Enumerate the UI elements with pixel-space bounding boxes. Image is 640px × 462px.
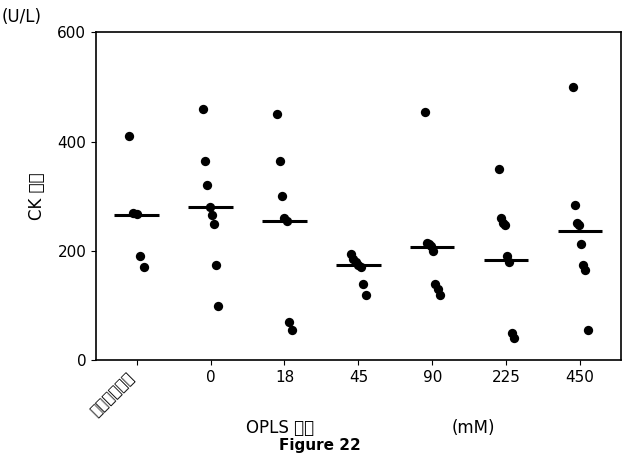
Point: [428, 247, 438, 255]
Point: [277, 193, 287, 200]
Point: [202, 182, 212, 189]
Point: [139, 264, 149, 271]
Point: [504, 258, 515, 266]
Point: [272, 110, 282, 118]
Y-axis label: CK 活性: CK 活性: [28, 172, 46, 220]
Point: [356, 264, 366, 271]
Point: [361, 291, 371, 298]
Point: [509, 335, 519, 342]
Point: [435, 291, 445, 298]
Point: [578, 261, 588, 268]
Point: [346, 250, 356, 257]
Point: [198, 105, 208, 113]
Point: [506, 329, 516, 337]
Point: [213, 302, 223, 310]
Point: [576, 241, 586, 248]
Point: [500, 221, 510, 229]
Point: [204, 204, 214, 211]
Point: [200, 157, 211, 164]
Text: Figure 22: Figure 22: [279, 438, 361, 453]
Point: [574, 222, 584, 229]
Point: [287, 327, 297, 334]
Text: (U/L): (U/L): [1, 8, 42, 26]
Text: (mM): (mM): [452, 419, 495, 438]
Point: [426, 242, 436, 249]
Point: [424, 241, 435, 248]
Point: [580, 267, 591, 274]
Point: [351, 258, 361, 266]
Point: [124, 133, 134, 140]
Point: [430, 280, 440, 287]
Point: [493, 165, 504, 173]
Point: [502, 253, 513, 260]
Text: OPLS 濃度: OPLS 濃度: [246, 419, 314, 438]
Point: [433, 286, 443, 293]
Point: [570, 201, 580, 208]
Point: [207, 212, 217, 219]
Point: [275, 157, 285, 164]
Point: [284, 318, 294, 326]
Point: [496, 214, 506, 222]
Point: [209, 220, 219, 227]
Point: [280, 214, 290, 222]
Point: [282, 217, 292, 225]
Point: [358, 280, 369, 287]
Point: [348, 255, 358, 263]
Point: [582, 327, 593, 334]
Point: [211, 261, 221, 268]
Point: [568, 83, 578, 91]
Point: [572, 219, 582, 226]
Point: [128, 209, 138, 216]
Point: [498, 219, 508, 226]
Point: [353, 261, 364, 268]
Point: [422, 239, 432, 247]
Point: [135, 253, 145, 260]
Point: [132, 210, 142, 218]
Point: [420, 108, 430, 116]
